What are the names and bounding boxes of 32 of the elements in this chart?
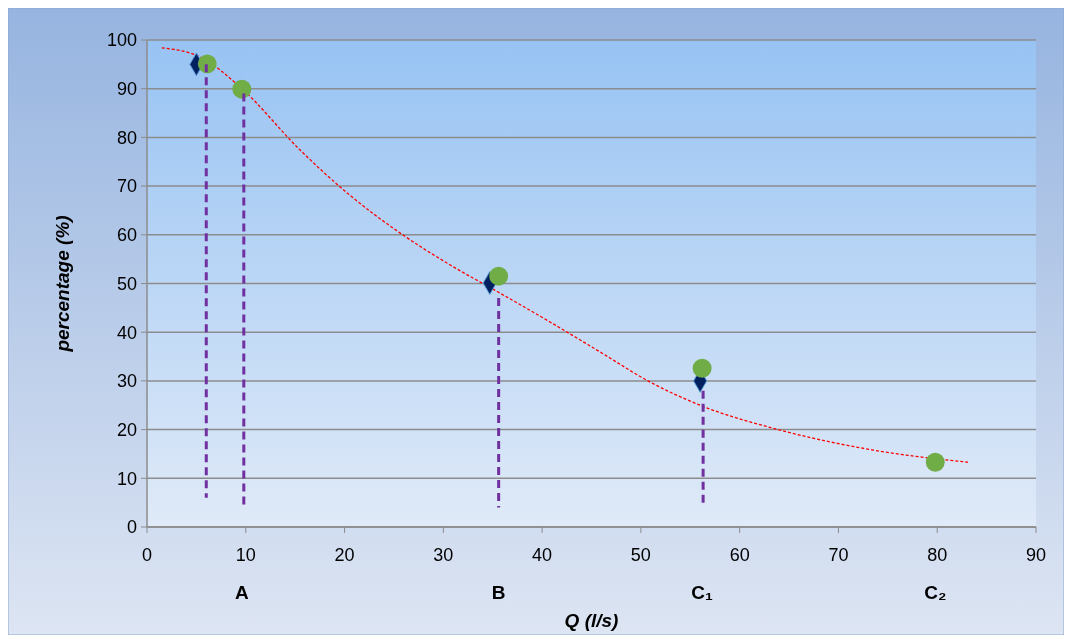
text: C₂ — [924, 582, 947, 603]
y-tick-label: 90 — [116, 79, 137, 99]
line-series — [161, 47, 969, 463]
point — [232, 79, 252, 99]
y-tick-label: 80 — [116, 127, 137, 148]
y-tick-label: 50 — [116, 273, 137, 294]
x-tick-label: 10 — [235, 545, 256, 565]
point — [489, 266, 509, 286]
y-tick-label: 40 — [116, 322, 137, 343]
x-axis-title: Q (l/s) — [564, 610, 619, 631]
x-tick-label: 90 — [1025, 545, 1047, 565]
x-tick-label: 60 — [729, 545, 750, 565]
text: C₁ — [691, 582, 714, 603]
x-tick-label: 0 — [141, 545, 153, 565]
y-tick-label: 0 — [126, 517, 137, 538]
y-tick-label: 30 — [116, 371, 137, 392]
y-tick-label: 70 — [116, 176, 137, 197]
x-tick-label: 70 — [828, 545, 849, 565]
y-tick-label: 100 — [106, 30, 137, 51]
point — [692, 358, 712, 378]
point — [925, 452, 945, 472]
x-tick-label: 40 — [532, 545, 553, 565]
y-tick-label: 10 — [116, 468, 137, 489]
x-tick-label: 20 — [334, 545, 355, 565]
y-axis-title: percentage (%) — [52, 215, 73, 353]
text: A — [234, 582, 249, 603]
y-tick-label: 20 — [116, 419, 137, 440]
text: B — [491, 582, 506, 603]
x-tick-label: 30 — [433, 545, 454, 565]
y-tick-label: 60 — [116, 225, 137, 246]
x-tick-label: 50 — [630, 545, 651, 565]
x-tick-label: 80 — [927, 545, 948, 565]
